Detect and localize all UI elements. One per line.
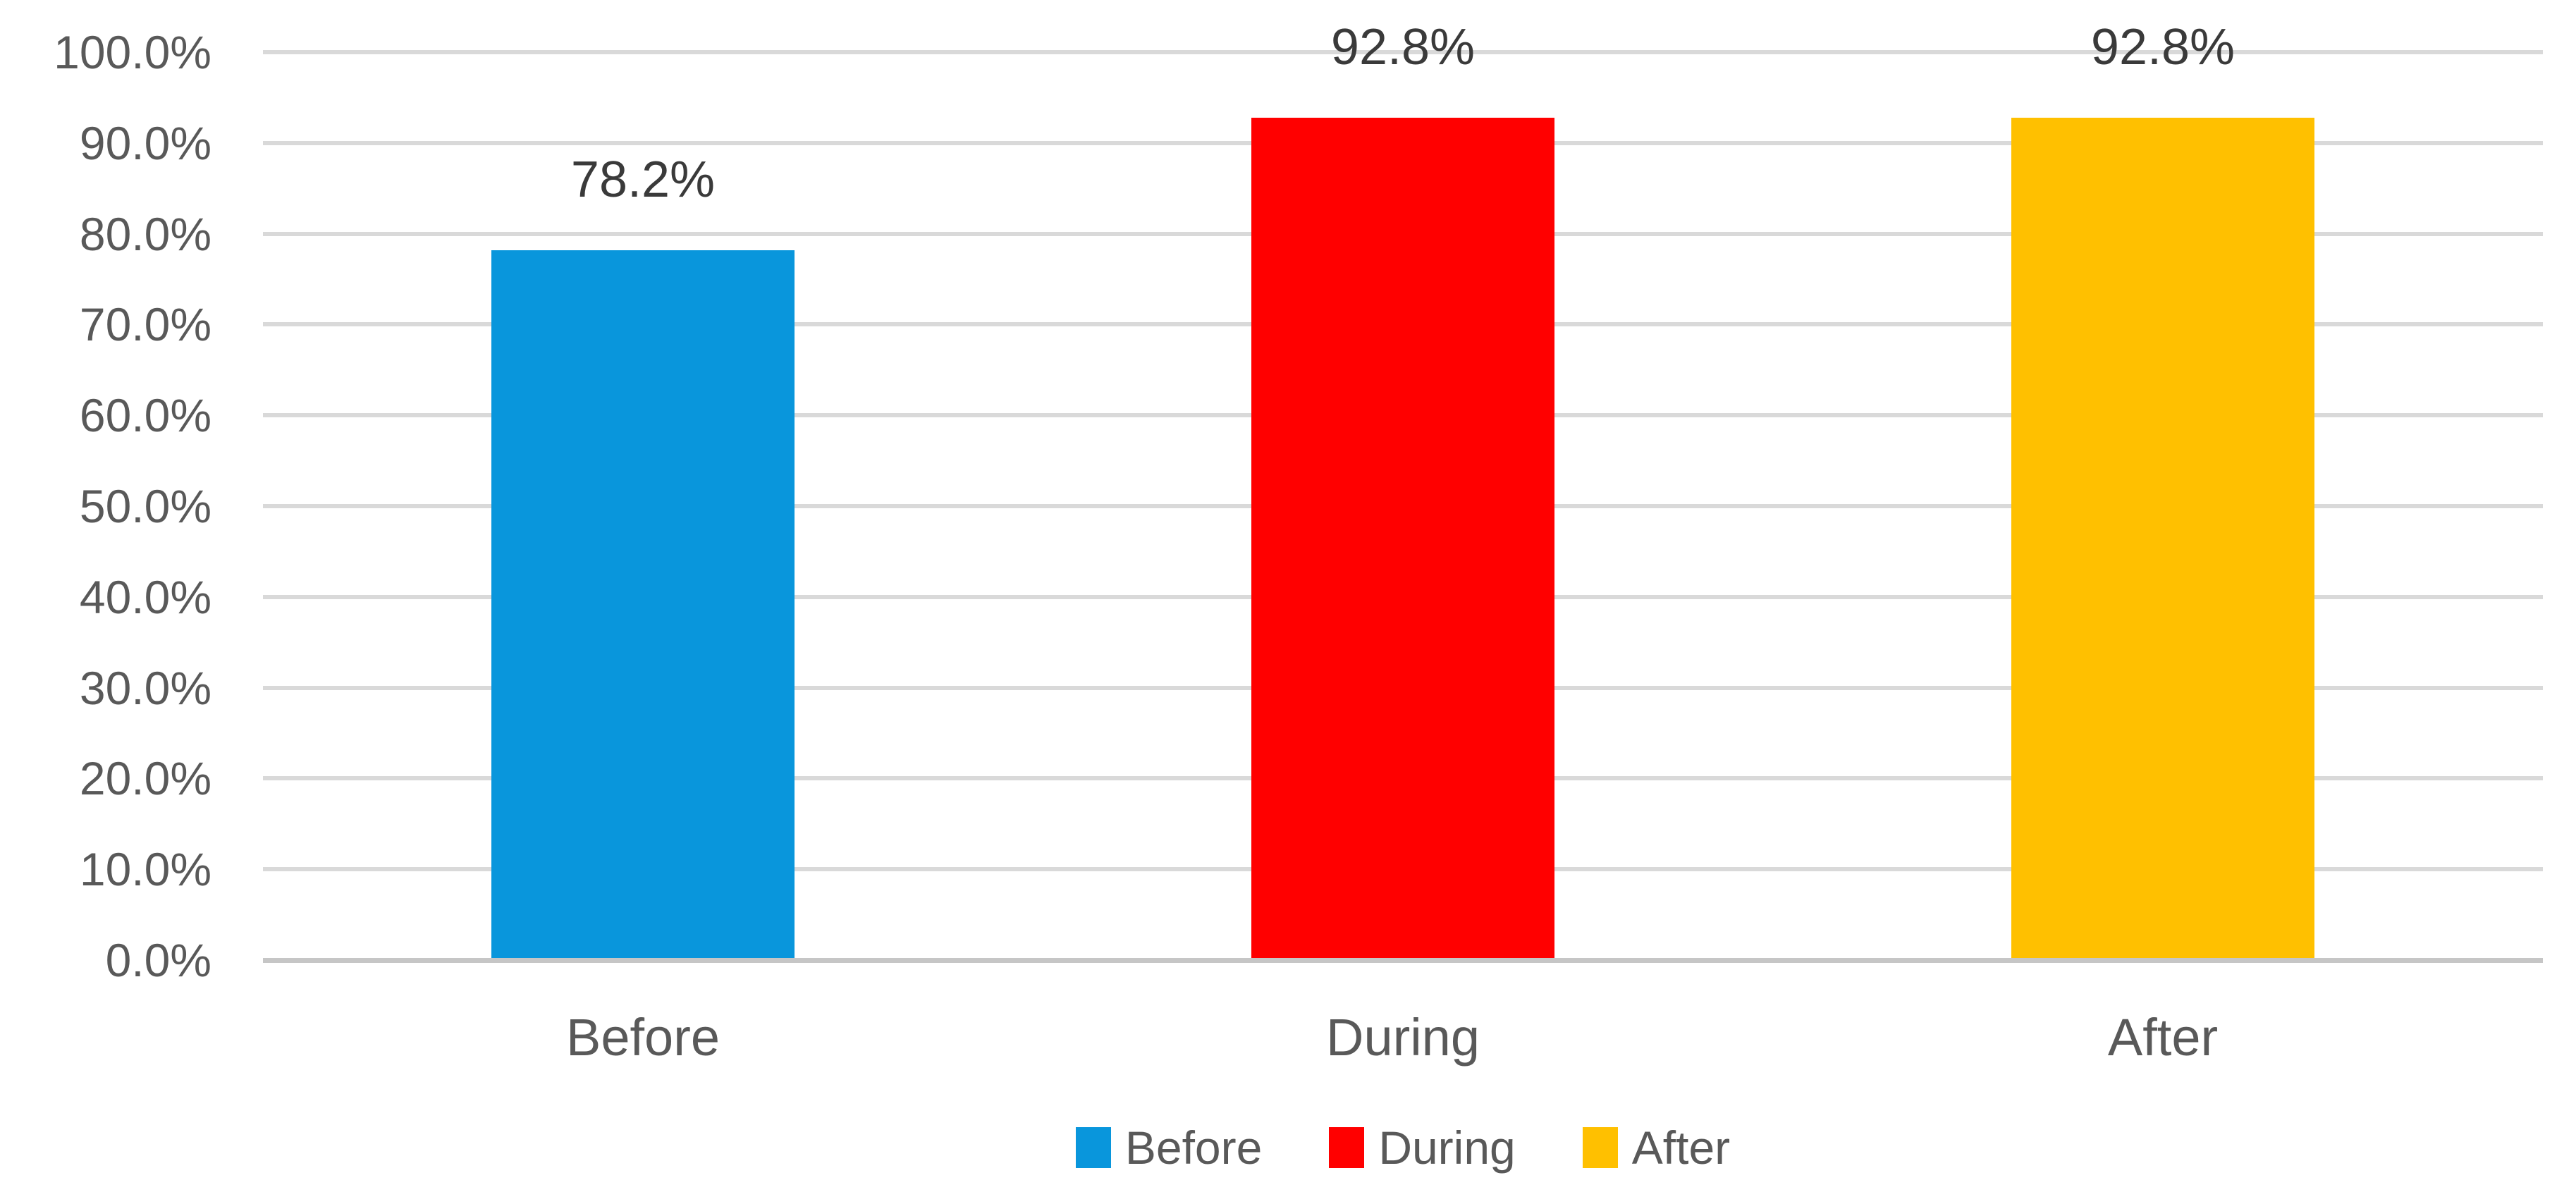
x-axis-line (263, 958, 2543, 963)
legend-label: After (1631, 1122, 1731, 1174)
bar-before (491, 250, 795, 960)
legend-swatch-after (1582, 1127, 1618, 1168)
y-tick-label: 30.0% (79, 662, 211, 714)
y-tick-label: 50.0% (79, 480, 211, 532)
bar-during (1251, 118, 1554, 960)
legend: Before During After (263, 1116, 2543, 1179)
data-label-after: 92.8% (2090, 19, 2235, 75)
legend-item-after: After (1582, 1118, 1731, 1177)
legend-label: Before (1124, 1122, 1263, 1174)
y-tick-label: 40.0% (79, 571, 211, 623)
data-label-during: 92.8% (1330, 19, 1476, 75)
y-tick-label: 20.0% (79, 752, 211, 804)
y-tick-label: 0.0% (105, 934, 211, 986)
legend-item-during: During (1329, 1118, 1516, 1177)
y-tick-label: 60.0% (79, 389, 211, 441)
y-tick-label: 100.0% (54, 26, 211, 78)
y-tick-label: 90.0% (79, 117, 211, 169)
legend-swatch-before (1075, 1127, 1111, 1168)
legend-label: During (1378, 1122, 1516, 1174)
x-category-label-before: Before (565, 1008, 720, 1067)
x-category-label-after: After (2107, 1008, 2219, 1067)
y-tick-label: 80.0% (79, 208, 211, 260)
y-tick-label: 70.0% (79, 298, 211, 350)
gridline (263, 50, 2543, 54)
legend-swatch-during (1329, 1127, 1365, 1168)
legend-item-before: Before (1075, 1118, 1263, 1177)
y-tick-label: 10.0% (79, 843, 211, 895)
x-category-label-during: During (1326, 1008, 1480, 1067)
data-label-before: 78.2% (570, 152, 716, 208)
bar-after (2011, 118, 2314, 960)
